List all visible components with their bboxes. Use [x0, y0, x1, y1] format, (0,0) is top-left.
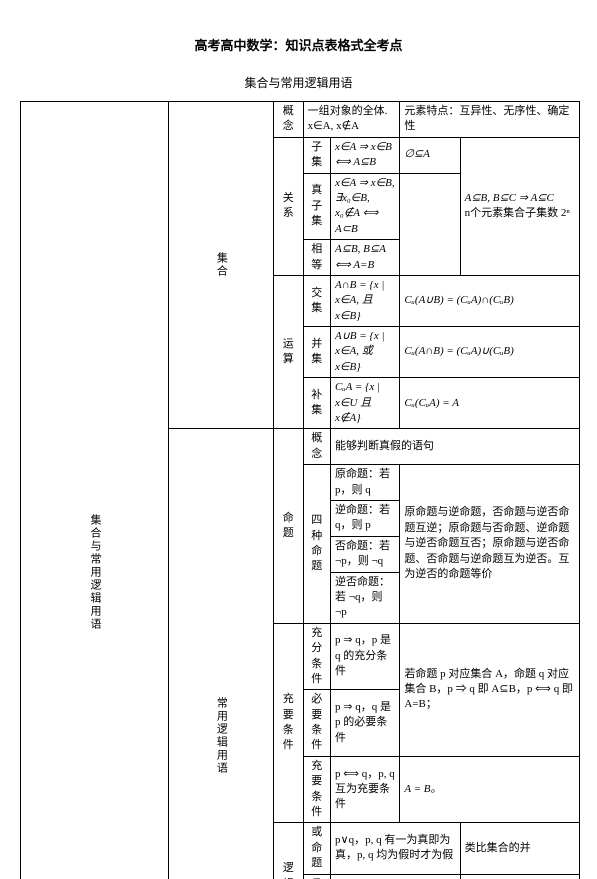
cell: x∈A ⇒ x∈B, ∃x₀∈B, x₀∉A ⟺ A⊂B: [331, 173, 400, 240]
cell: 逆命题：若 q，则 p: [331, 500, 400, 536]
cell: Cᵤ(A∩B) = (CᵤA)∪(CᵤB): [400, 327, 580, 378]
cell: 类比集合的并: [460, 823, 579, 874]
cell: A = B。: [400, 756, 580, 823]
cell: p ⇒ q，p 是 q 的充分条件: [331, 623, 400, 690]
cell: 若命题 p 对应集合 A，命题 q 对应集合 B，p ⇒ q 即 A⊆B，p ⟺…: [400, 623, 580, 756]
cell: 一组对象的全体. x∈A, x∉A: [303, 102, 400, 138]
row-label: 概念: [273, 102, 303, 138]
cell: 元素特点：互异性、无序性、确定性: [400, 102, 580, 138]
cell: Cᵤ(CᵤA) = A: [400, 378, 580, 429]
row-label: 逻辑连接词: [273, 823, 303, 879]
cell: CᵤA = {x | x∈U 且 x∉A}: [331, 378, 400, 429]
side-label: 集合与常用逻辑用语: [21, 102, 169, 879]
row-label: 充要条件: [273, 623, 303, 823]
cell: A⊆B, B⊆C ⇒ A⊆Cn个元素集合子集数 2ⁿ: [460, 137, 579, 275]
sub-label: 概念: [303, 429, 330, 465]
cell: 原命题与逆命题，否命题与逆否命题互逆；原命题与否命题、逆命题与逆否命题互否；原命…: [400, 465, 580, 624]
sub-label: 真子集: [303, 173, 330, 240]
sub-label: 四种命题: [303, 465, 330, 624]
cell: p∧q，p, q 均为真时才为真，p, q 有一为假即为假: [331, 874, 461, 879]
cell: p ⇒ q，q 是 p 的必要条件: [331, 690, 400, 757]
sub-label: 补集: [303, 378, 330, 429]
cell: 能够判断真假的语句: [331, 429, 580, 465]
row-label: 命题: [273, 429, 303, 623]
cell: ∅⊆A: [400, 137, 460, 173]
section-subtitle: 集合与常用逻辑用语: [20, 74, 577, 91]
sub-label: 相等: [303, 240, 330, 276]
row-label: 运算: [273, 275, 303, 429]
cell: 逆否命题：若 ¬q，则 ¬p: [331, 572, 400, 623]
cell: Cᵤ(A∪B) = (CᵤA)∩(CᵤB): [400, 275, 580, 326]
cell: 原命题：若 p，则 q: [331, 465, 400, 501]
sub-label: 交集: [303, 275, 330, 326]
main-table: 集合与常用逻辑用语 集合 概念 一组对象的全体. x∈A, x∉A 元素特点：互…: [20, 101, 580, 879]
sub-label: 充要条件: [303, 756, 330, 823]
cell: A∪B = {x | x∈A, 或 x∈B}: [331, 327, 400, 378]
cell: A∩B = {x | x∈A, 且 x∈B}: [331, 275, 400, 326]
cell: 否命题：若 ¬p，则 ¬q: [331, 536, 400, 572]
cell: x∈A ⇒ x∈B ⟺ A⊆B: [331, 137, 400, 173]
sub-label: 充分条件: [303, 623, 330, 690]
group-logic: 常用逻辑用语: [168, 429, 273, 879]
sub-label: 并集: [303, 327, 330, 378]
row-label: 关系: [273, 137, 303, 275]
sub-label: 子集: [303, 137, 330, 173]
sub-label: 或命题: [303, 823, 330, 874]
group-set: 集合: [168, 102, 273, 429]
cell: p∨q，p, q 有一为真即为真，p, q 均为假时才为假: [331, 823, 461, 874]
sub-label: 且命题: [303, 874, 330, 879]
cell: 类比集合的交: [460, 874, 579, 879]
cell: A⊆B, B⊆A ⟺ A=B: [331, 240, 400, 276]
cell: p ⟺ q，p, q 互为充要条件: [331, 756, 400, 823]
page-title: 高考高中数学：知识点表格式全考点: [20, 35, 577, 54]
sub-label: 必要条件: [303, 690, 330, 757]
